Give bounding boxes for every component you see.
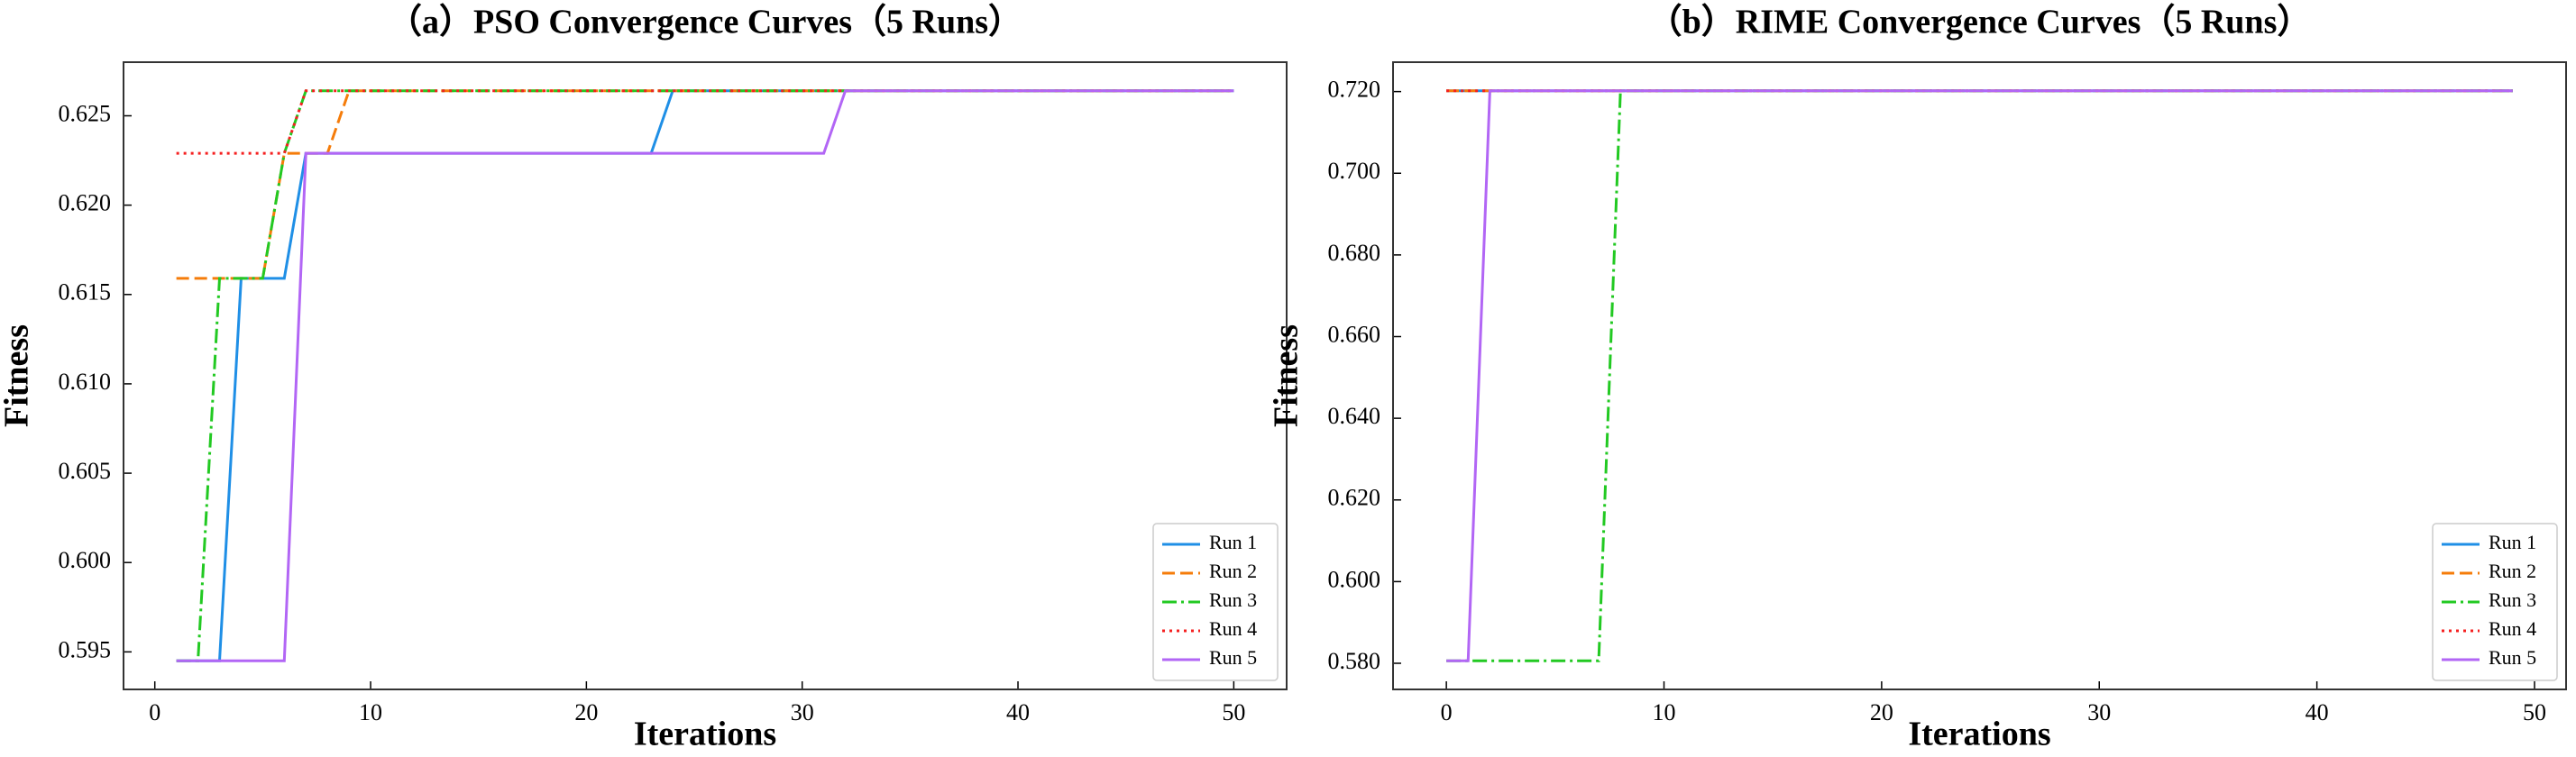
y-tick-label: 0.610 — [59, 369, 112, 395]
chart-title: （a）PSO Convergence Curves（5 Runs） — [388, 4, 1022, 41]
legend-label: Run 5 — [1209, 646, 1257, 669]
y-tick-label: 0.605 — [59, 458, 112, 484]
series-line — [176, 89, 1234, 662]
legend-label: Run 3 — [1209, 588, 1257, 611]
y-tick-label: 0.595 — [59, 636, 112, 662]
x-tick-label: 40 — [2306, 699, 2329, 725]
legend-label: Run 1 — [2489, 531, 2536, 553]
series-line — [1446, 89, 2513, 662]
y-tick-label: 0.660 — [1328, 321, 1381, 347]
x-tick-label: 30 — [2087, 699, 2111, 725]
x-tick-label: 10 — [1653, 699, 1676, 725]
series-line — [176, 89, 1234, 662]
x-tick-label: 50 — [2523, 699, 2546, 725]
legend-label: Run 2 — [1209, 560, 1257, 582]
x-axis-label: Iterations — [1908, 716, 2050, 753]
legend-label: Run 3 — [2489, 588, 2536, 611]
y-tick-label: 0.620 — [1328, 485, 1381, 511]
y-tick-label: 0.640 — [1328, 403, 1381, 429]
y-tick-label: 0.680 — [1328, 240, 1381, 266]
y-tick-label: 0.615 — [59, 279, 112, 306]
y-tick-label: 0.700 — [1328, 158, 1381, 184]
y-tick-label: 0.600 — [59, 547, 112, 573]
x-tick-label: 20 — [574, 699, 598, 725]
legend-label: Run 4 — [1209, 617, 1257, 640]
series-line — [176, 89, 1234, 155]
legend-label: Run 4 — [2489, 617, 2536, 640]
plot-frame — [123, 61, 1288, 690]
x-tick-label: 0 — [1441, 699, 1453, 725]
legend-label: Run 2 — [2489, 560, 2536, 582]
x-tick-label: 40 — [1006, 699, 1030, 725]
x-axis-label: Iterations — [634, 716, 776, 753]
y-axis-label: Fitness — [0, 324, 36, 427]
y-tick-label: 0.600 — [1328, 566, 1381, 592]
y-axis-label: Fitness — [1268, 324, 1306, 427]
legend-box — [1152, 523, 1279, 681]
series-line — [176, 89, 1234, 662]
x-tick-label: 20 — [1870, 699, 1893, 725]
legend-box — [2432, 523, 2558, 681]
y-tick-label: 0.720 — [1328, 77, 1381, 103]
series-line — [176, 89, 1234, 280]
series-line — [1446, 89, 2513, 662]
y-tick-label: 0.620 — [59, 190, 112, 216]
chart-title: （b）RIME Convergence Curves（5 Runs） — [1648, 4, 2312, 41]
x-tick-label: 10 — [359, 699, 382, 725]
x-tick-label: 30 — [791, 699, 814, 725]
x-tick-label: 50 — [1222, 699, 1245, 725]
y-tick-label: 0.580 — [1328, 648, 1381, 674]
x-tick-label: 0 — [149, 699, 160, 725]
y-tick-label: 0.625 — [59, 100, 112, 126]
legend-label: Run 1 — [1209, 531, 1257, 553]
plot-frame — [1392, 61, 2567, 690]
legend-label: Run 5 — [2489, 646, 2536, 669]
